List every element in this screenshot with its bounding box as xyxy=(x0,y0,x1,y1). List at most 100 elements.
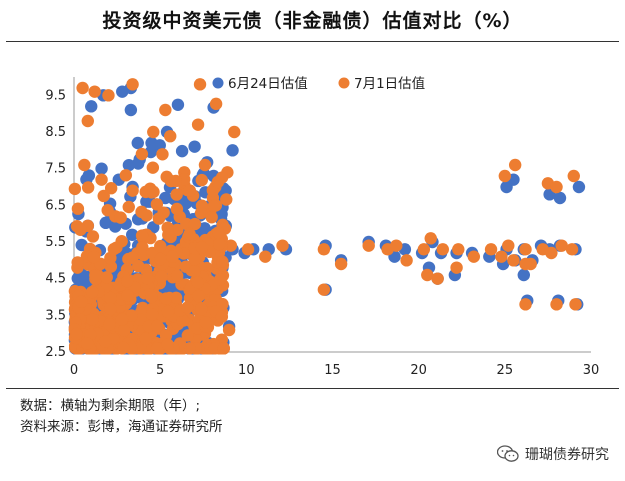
data-point xyxy=(135,147,149,161)
data-point xyxy=(317,243,331,256)
data-point xyxy=(191,118,205,131)
data-point xyxy=(192,289,205,303)
data-point xyxy=(259,250,272,263)
data-point xyxy=(70,327,83,341)
data-point xyxy=(161,305,175,319)
data-point xyxy=(212,237,226,251)
data-point xyxy=(215,310,229,323)
x-tick-label: 30 xyxy=(583,363,600,378)
data-point xyxy=(117,324,131,337)
data-point xyxy=(216,255,229,268)
data-point xyxy=(155,270,168,283)
data-point xyxy=(431,272,444,285)
data-point xyxy=(126,228,139,241)
data-point xyxy=(188,265,201,278)
data-point xyxy=(170,269,184,282)
data-point xyxy=(140,209,153,222)
data-point xyxy=(553,191,567,205)
data-point xyxy=(85,100,98,113)
wechat-icon xyxy=(497,445,519,462)
data-point xyxy=(122,158,136,172)
data-point xyxy=(166,250,179,263)
data-point xyxy=(213,273,227,286)
data-point xyxy=(169,174,182,188)
top-rule xyxy=(6,41,619,42)
data-point xyxy=(565,243,579,256)
watermark-text: 珊瑚债券研究 xyxy=(525,447,609,463)
legend-label: 7月1日估值 xyxy=(354,76,425,92)
y-tick-label: 7.5 xyxy=(45,162,66,177)
data-point xyxy=(193,78,207,91)
data-point xyxy=(550,298,563,311)
x-tick-label: 10 xyxy=(238,363,255,378)
data-point xyxy=(71,202,85,215)
data-point xyxy=(211,175,225,189)
data-point xyxy=(89,269,102,282)
data-point xyxy=(95,162,108,175)
data-point xyxy=(508,158,522,172)
data-point xyxy=(572,180,586,194)
data-point xyxy=(188,252,202,266)
data-point xyxy=(119,169,133,182)
x-tick-label: 15 xyxy=(324,363,341,378)
data-point xyxy=(85,285,99,299)
data-point xyxy=(100,271,113,284)
data-point xyxy=(519,257,532,271)
x-tick-label: 25 xyxy=(497,363,514,378)
legend-label: 6月24日估值 xyxy=(228,76,308,92)
data-point xyxy=(170,202,184,216)
data-point xyxy=(452,243,465,256)
data-point xyxy=(71,256,84,269)
data-point xyxy=(81,181,95,194)
data-point xyxy=(217,342,231,355)
data-point xyxy=(104,291,117,305)
data-point xyxy=(81,337,94,350)
data-point xyxy=(183,342,196,355)
chart-title: 投资级中资美元债（非金融债）估值对比（%） xyxy=(102,10,523,32)
data-point xyxy=(152,212,166,225)
x-tick-label: 5 xyxy=(156,363,164,378)
data-point xyxy=(181,329,194,342)
data-point xyxy=(145,308,159,321)
data-point xyxy=(180,217,193,231)
data-point xyxy=(194,302,208,316)
bottom-rule xyxy=(6,388,619,389)
data-point xyxy=(390,239,403,252)
data-point xyxy=(78,158,91,172)
watermark: 珊瑚债券研究 xyxy=(497,444,609,464)
data-point xyxy=(334,257,348,271)
data-point xyxy=(450,261,463,274)
data-point xyxy=(154,252,167,266)
note-axis-explanation: 数据：横轴为剩余期限（年）; xyxy=(20,398,201,414)
data-point xyxy=(224,239,238,252)
data-point xyxy=(498,169,512,183)
data-point xyxy=(107,242,121,256)
data-point xyxy=(120,274,134,288)
data-point xyxy=(417,243,431,256)
data-point xyxy=(159,292,173,305)
data-point xyxy=(156,148,169,161)
data-point xyxy=(98,335,112,348)
data-point xyxy=(195,241,209,254)
data-point xyxy=(88,85,101,98)
chart-area: 2.5 3.5 4.5 5.5 6.5 7.5 8.5 9.5 0 5 10 15 20 25 30 6月… xyxy=(6,45,619,380)
data-point xyxy=(209,97,223,111)
data-point xyxy=(212,226,225,239)
data-point xyxy=(131,157,145,170)
data-point xyxy=(181,301,194,314)
data-point xyxy=(362,239,375,252)
data-point xyxy=(145,246,159,260)
data-point xyxy=(131,136,144,150)
data-point xyxy=(116,85,129,98)
data-point xyxy=(121,289,134,302)
data-point xyxy=(567,169,580,183)
data-point xyxy=(161,338,174,351)
y-tick-label: 4.5 xyxy=(45,272,66,287)
data-point xyxy=(545,246,558,260)
data-point xyxy=(141,272,154,285)
y-tick-label: 3.5 xyxy=(45,308,66,323)
data-point xyxy=(199,316,213,329)
data-point xyxy=(159,103,172,117)
data-point xyxy=(517,268,530,282)
data-point xyxy=(228,125,241,139)
